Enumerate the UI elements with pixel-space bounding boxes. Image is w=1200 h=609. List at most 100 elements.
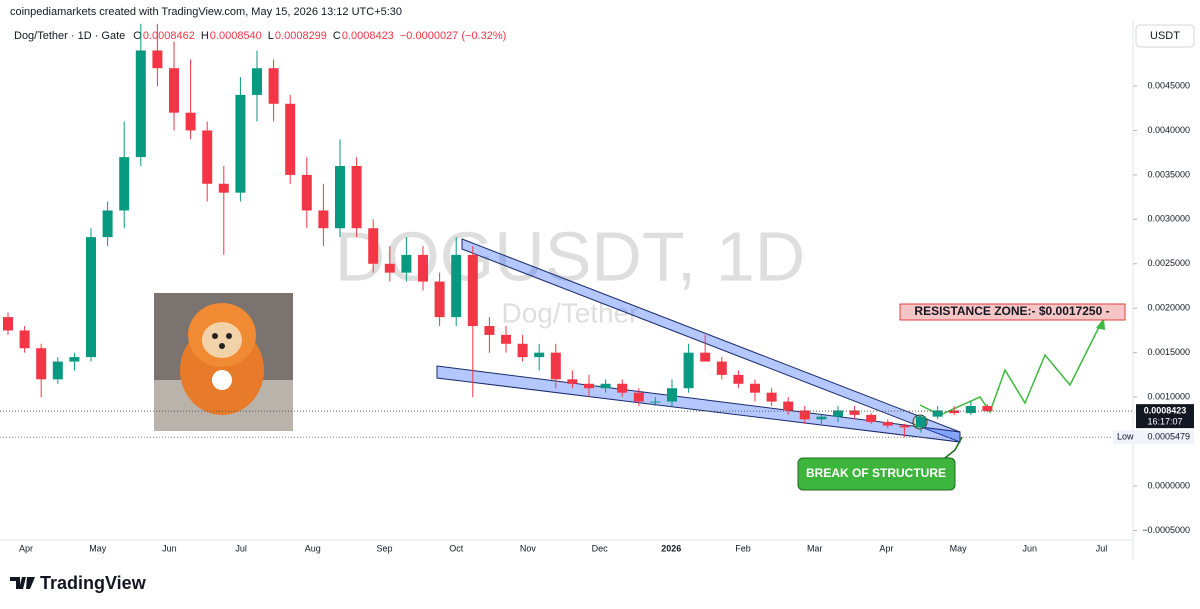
candle-body bbox=[3, 317, 13, 331]
candle-body bbox=[52, 361, 63, 380]
candle-body bbox=[169, 68, 179, 113]
candle-body bbox=[716, 361, 727, 375]
candle-body bbox=[949, 410, 960, 414]
candle-body bbox=[368, 228, 379, 264]
candle-body bbox=[982, 406, 993, 412]
ohlc-label: L bbox=[268, 30, 274, 42]
candle-body bbox=[882, 422, 893, 426]
brand-logo bbox=[10, 577, 35, 589]
candle-body bbox=[932, 410, 943, 417]
candle-body bbox=[152, 50, 163, 69]
x-tick-label: Sep bbox=[376, 543, 392, 553]
low-label: Low bbox=[1117, 432, 1134, 442]
countdown: 16:17:07 bbox=[1147, 417, 1182, 427]
break-box bbox=[797, 457, 956, 491]
ohlc-label: O bbox=[133, 30, 142, 42]
x-tick-label: May bbox=[89, 543, 107, 553]
candle-body bbox=[451, 254, 462, 318]
x-tick-label: Apr bbox=[879, 543, 893, 553]
candle-body bbox=[434, 281, 445, 318]
y-tick-label: 0.0015000 bbox=[1147, 347, 1190, 357]
candle-body bbox=[218, 183, 229, 193]
candle-body bbox=[484, 326, 495, 335]
candle-body bbox=[401, 254, 412, 273]
candle-body bbox=[866, 414, 877, 422]
currency[interactable]: USDT bbox=[1150, 30, 1180, 42]
candle-body bbox=[69, 357, 80, 362]
x-tick-label: Apr bbox=[19, 543, 33, 553]
candle-body bbox=[135, 50, 146, 158]
candle-body bbox=[318, 210, 329, 229]
candle-body bbox=[750, 383, 760, 393]
break-label: BREAK OF STRUCTURE bbox=[806, 466, 946, 480]
candle-body bbox=[202, 130, 213, 184]
credit: coinpediamarkets created with TradingVie… bbox=[10, 6, 402, 18]
candle-body bbox=[567, 379, 578, 384]
x-tick-label: Aug bbox=[305, 543, 321, 553]
last-price-tag bbox=[1136, 404, 1194, 429]
candle-body bbox=[650, 401, 661, 403]
brand: TradingView bbox=[40, 573, 147, 593]
candle-body bbox=[102, 210, 113, 238]
resistance-box bbox=[899, 303, 1126, 321]
candle-body bbox=[916, 416, 926, 428]
candle-body bbox=[683, 352, 694, 389]
candle-body bbox=[833, 410, 843, 417]
candle-body bbox=[534, 352, 545, 358]
candle-body bbox=[667, 388, 677, 402]
y-tick-label: 0.0025000 bbox=[1147, 258, 1190, 268]
candle-body bbox=[467, 254, 478, 326]
currency-button[interactable] bbox=[1135, 24, 1195, 48]
symbol: Dog/Tether · 1D · Gate bbox=[14, 30, 125, 42]
x-tick-label: Feb bbox=[735, 543, 751, 553]
x-tick-label: 2026 bbox=[661, 543, 681, 553]
break-arrow bbox=[944, 436, 963, 459]
dog-image bbox=[154, 293, 293, 431]
candle-body bbox=[799, 410, 810, 420]
candle-body bbox=[633, 392, 644, 402]
ohlc-value: 0.0008423 bbox=[342, 30, 394, 42]
candle-body bbox=[766, 392, 777, 402]
candle-body bbox=[36, 348, 47, 380]
x-tick-label: Mar bbox=[807, 543, 823, 553]
candle-body bbox=[550, 352, 561, 380]
candle-body bbox=[600, 383, 611, 389]
x-tick-label: May bbox=[950, 543, 968, 553]
y-tick-label: 0.0045000 bbox=[1147, 80, 1190, 90]
candle-body bbox=[86, 237, 96, 358]
ohlc-value: 0.0008462 bbox=[143, 30, 195, 42]
candle-body bbox=[816, 416, 827, 420]
last-price-label: 0.0008423 bbox=[1144, 406, 1187, 416]
change: −0.0000027 (−0.32%) bbox=[400, 30, 506, 42]
low-tag bbox=[1113, 430, 1194, 445]
candle-body bbox=[119, 157, 130, 211]
x-tick-label: Dec bbox=[592, 543, 609, 553]
ohlc-label: C bbox=[333, 30, 341, 42]
y-tick-label: 0.0040000 bbox=[1147, 125, 1190, 135]
candle-body bbox=[252, 68, 262, 95]
x-tick-label: Nov bbox=[520, 543, 537, 553]
candle-body bbox=[19, 330, 30, 349]
candle-body bbox=[965, 406, 976, 414]
candle-body bbox=[268, 68, 279, 104]
x-tick-label: Jun bbox=[1023, 543, 1038, 553]
candle-body bbox=[733, 374, 744, 384]
resistance-label: RESISTANCE ZONE:- $0.0017250 - bbox=[914, 304, 1109, 318]
candle-body bbox=[285, 103, 296, 175]
candle-body bbox=[351, 166, 362, 229]
y-tick-label: 0.0000000 bbox=[1147, 480, 1190, 490]
y-tick-label: −0.0005000 bbox=[1142, 525, 1190, 535]
ohlc-label: H bbox=[201, 30, 209, 42]
candle-body bbox=[185, 112, 196, 131]
x-tick-label: Jul bbox=[235, 543, 247, 553]
x-tick-label: Jun bbox=[162, 543, 177, 553]
y-tick-label: 0.0030000 bbox=[1147, 214, 1190, 224]
candle-body bbox=[235, 94, 246, 193]
candle-body bbox=[899, 425, 910, 428]
candle-body bbox=[384, 263, 395, 273]
candle-body bbox=[617, 383, 628, 393]
candle-body bbox=[301, 174, 312, 211]
watermark: DOGUSDT, 1D bbox=[335, 217, 806, 295]
x-tick-label: Jul bbox=[1096, 543, 1108, 553]
